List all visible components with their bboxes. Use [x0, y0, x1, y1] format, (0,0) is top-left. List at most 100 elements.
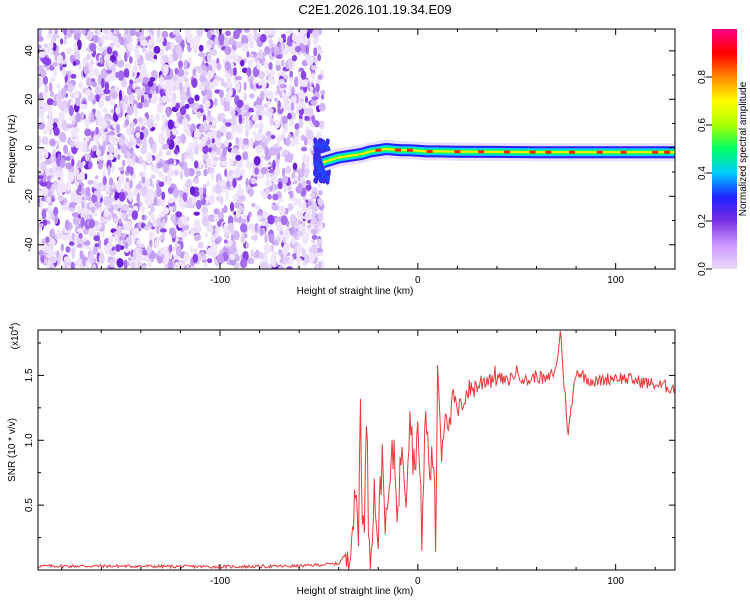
- noise-speckle: [189, 186, 196, 196]
- y-tick-label: 40: [24, 45, 35, 57]
- noise-speckle: [261, 222, 267, 227]
- noise-speckle: [310, 228, 318, 235]
- noise-speckle: [311, 73, 316, 80]
- noise-speckle: [124, 51, 128, 62]
- noise-speckle: [128, 94, 136, 102]
- noise-speckle: [84, 128, 92, 137]
- noise-speckle: [215, 139, 222, 149]
- noise-speckle: [188, 196, 192, 206]
- noise-speckle: [189, 246, 194, 253]
- noise-speckle: [222, 118, 227, 125]
- noise-speckle: [110, 206, 114, 215]
- noise-speckle: [153, 45, 161, 54]
- noise-speckle: [63, 29, 68, 36]
- noise-speckle: [142, 142, 148, 149]
- noise-speckle: [317, 53, 322, 62]
- noise-speckle: [91, 78, 96, 83]
- noise-speckle: [133, 227, 140, 236]
- noise-speckle: [77, 184, 82, 193]
- noise-speckle: [172, 92, 177, 101]
- noise-speckle: [140, 243, 145, 248]
- noise-speckle: [148, 93, 152, 99]
- noise-speckle: [41, 187, 49, 196]
- noise-speckle: [56, 54, 64, 64]
- noise-speckle: [38, 149, 44, 160]
- noise-speckle: [60, 38, 64, 45]
- noise-speckle: [45, 236, 50, 244]
- noise-speckle: [306, 55, 314, 65]
- noise-speckle: [294, 45, 302, 53]
- ridge-hotspot: [652, 150, 659, 154]
- noise-speckle: [311, 234, 318, 240]
- noise-speckle: [156, 29, 161, 39]
- noise-speckle: [118, 192, 126, 202]
- noise-speckle: [299, 81, 305, 87]
- noise-speckle: [197, 241, 204, 249]
- noise-speckle: [229, 202, 235, 212]
- noise-speckle: [72, 193, 78, 203]
- noise-speckle: [76, 228, 84, 233]
- noise-speckle: [124, 247, 130, 253]
- noise-speckle: [127, 261, 131, 266]
- noise-speckle: [68, 105, 74, 117]
- noise-speckle: [54, 29, 58, 35]
- noise-speckle: [170, 41, 175, 50]
- noise-speckle: [87, 179, 94, 185]
- noise-speckle: [283, 246, 288, 257]
- noise-speckle: [80, 146, 87, 153]
- noise-speckle: [281, 167, 286, 177]
- noise-speckle: [258, 49, 263, 60]
- noise-speckle: [277, 249, 283, 256]
- snr-series-line: [38, 331, 675, 570]
- noise-speckle: [318, 120, 325, 130]
- noise-speckle: [233, 230, 240, 241]
- noise-speckle: [225, 80, 233, 89]
- noise-speckle: [168, 244, 173, 253]
- transition-speckle: [319, 138, 324, 145]
- noise-speckle: [190, 157, 195, 162]
- noise-speckle: [192, 253, 199, 264]
- noise-speckle: [88, 228, 95, 238]
- noise-speckle: [89, 252, 94, 263]
- noise-speckle: [251, 115, 259, 122]
- noise-speckle: [94, 85, 102, 96]
- noise-speckle: [261, 134, 266, 143]
- noise-speckle: [116, 59, 124, 68]
- noise-speckle: [83, 65, 91, 75]
- noise-speckle: [169, 68, 174, 80]
- noise-speckle: [192, 106, 198, 114]
- noise-speckle: [277, 181, 283, 190]
- noise-speckle: [289, 190, 294, 199]
- noise-speckle: [290, 140, 295, 147]
- noise-speckle: [267, 214, 275, 225]
- noise-speckle: [40, 161, 47, 171]
- noise-speckle: [91, 263, 97, 269]
- noise-speckle: [144, 195, 149, 206]
- noise-speckle: [309, 251, 314, 256]
- noise-speckle: [193, 222, 201, 230]
- noise-speckle: [156, 217, 161, 227]
- noise-speckle: [264, 233, 268, 244]
- noise-speckle: [227, 222, 235, 232]
- noise-speckle: [309, 193, 316, 198]
- noise-speckle: [254, 249, 260, 259]
- noise-speckle: [166, 138, 171, 146]
- noise-speckle: [265, 179, 273, 188]
- noise-speckle: [231, 115, 237, 126]
- noise-speckle: [82, 87, 88, 94]
- noise-speckle: [253, 234, 258, 242]
- noise-speckle: [136, 247, 140, 257]
- noise-speckle: [191, 77, 198, 88]
- noise-speckle: [107, 165, 111, 176]
- noise-speckle: [136, 239, 142, 246]
- noise-speckle: [253, 123, 259, 129]
- noise-speckle: [161, 191, 166, 200]
- noise-speckle: [217, 253, 224, 265]
- noise-speckle: [235, 123, 244, 135]
- noise-speckle: [69, 241, 75, 246]
- noise-speckle: [40, 181, 48, 187]
- noise-speckle: [150, 206, 156, 213]
- noise-speckle: [69, 155, 75, 161]
- noise-speckle: [247, 59, 252, 68]
